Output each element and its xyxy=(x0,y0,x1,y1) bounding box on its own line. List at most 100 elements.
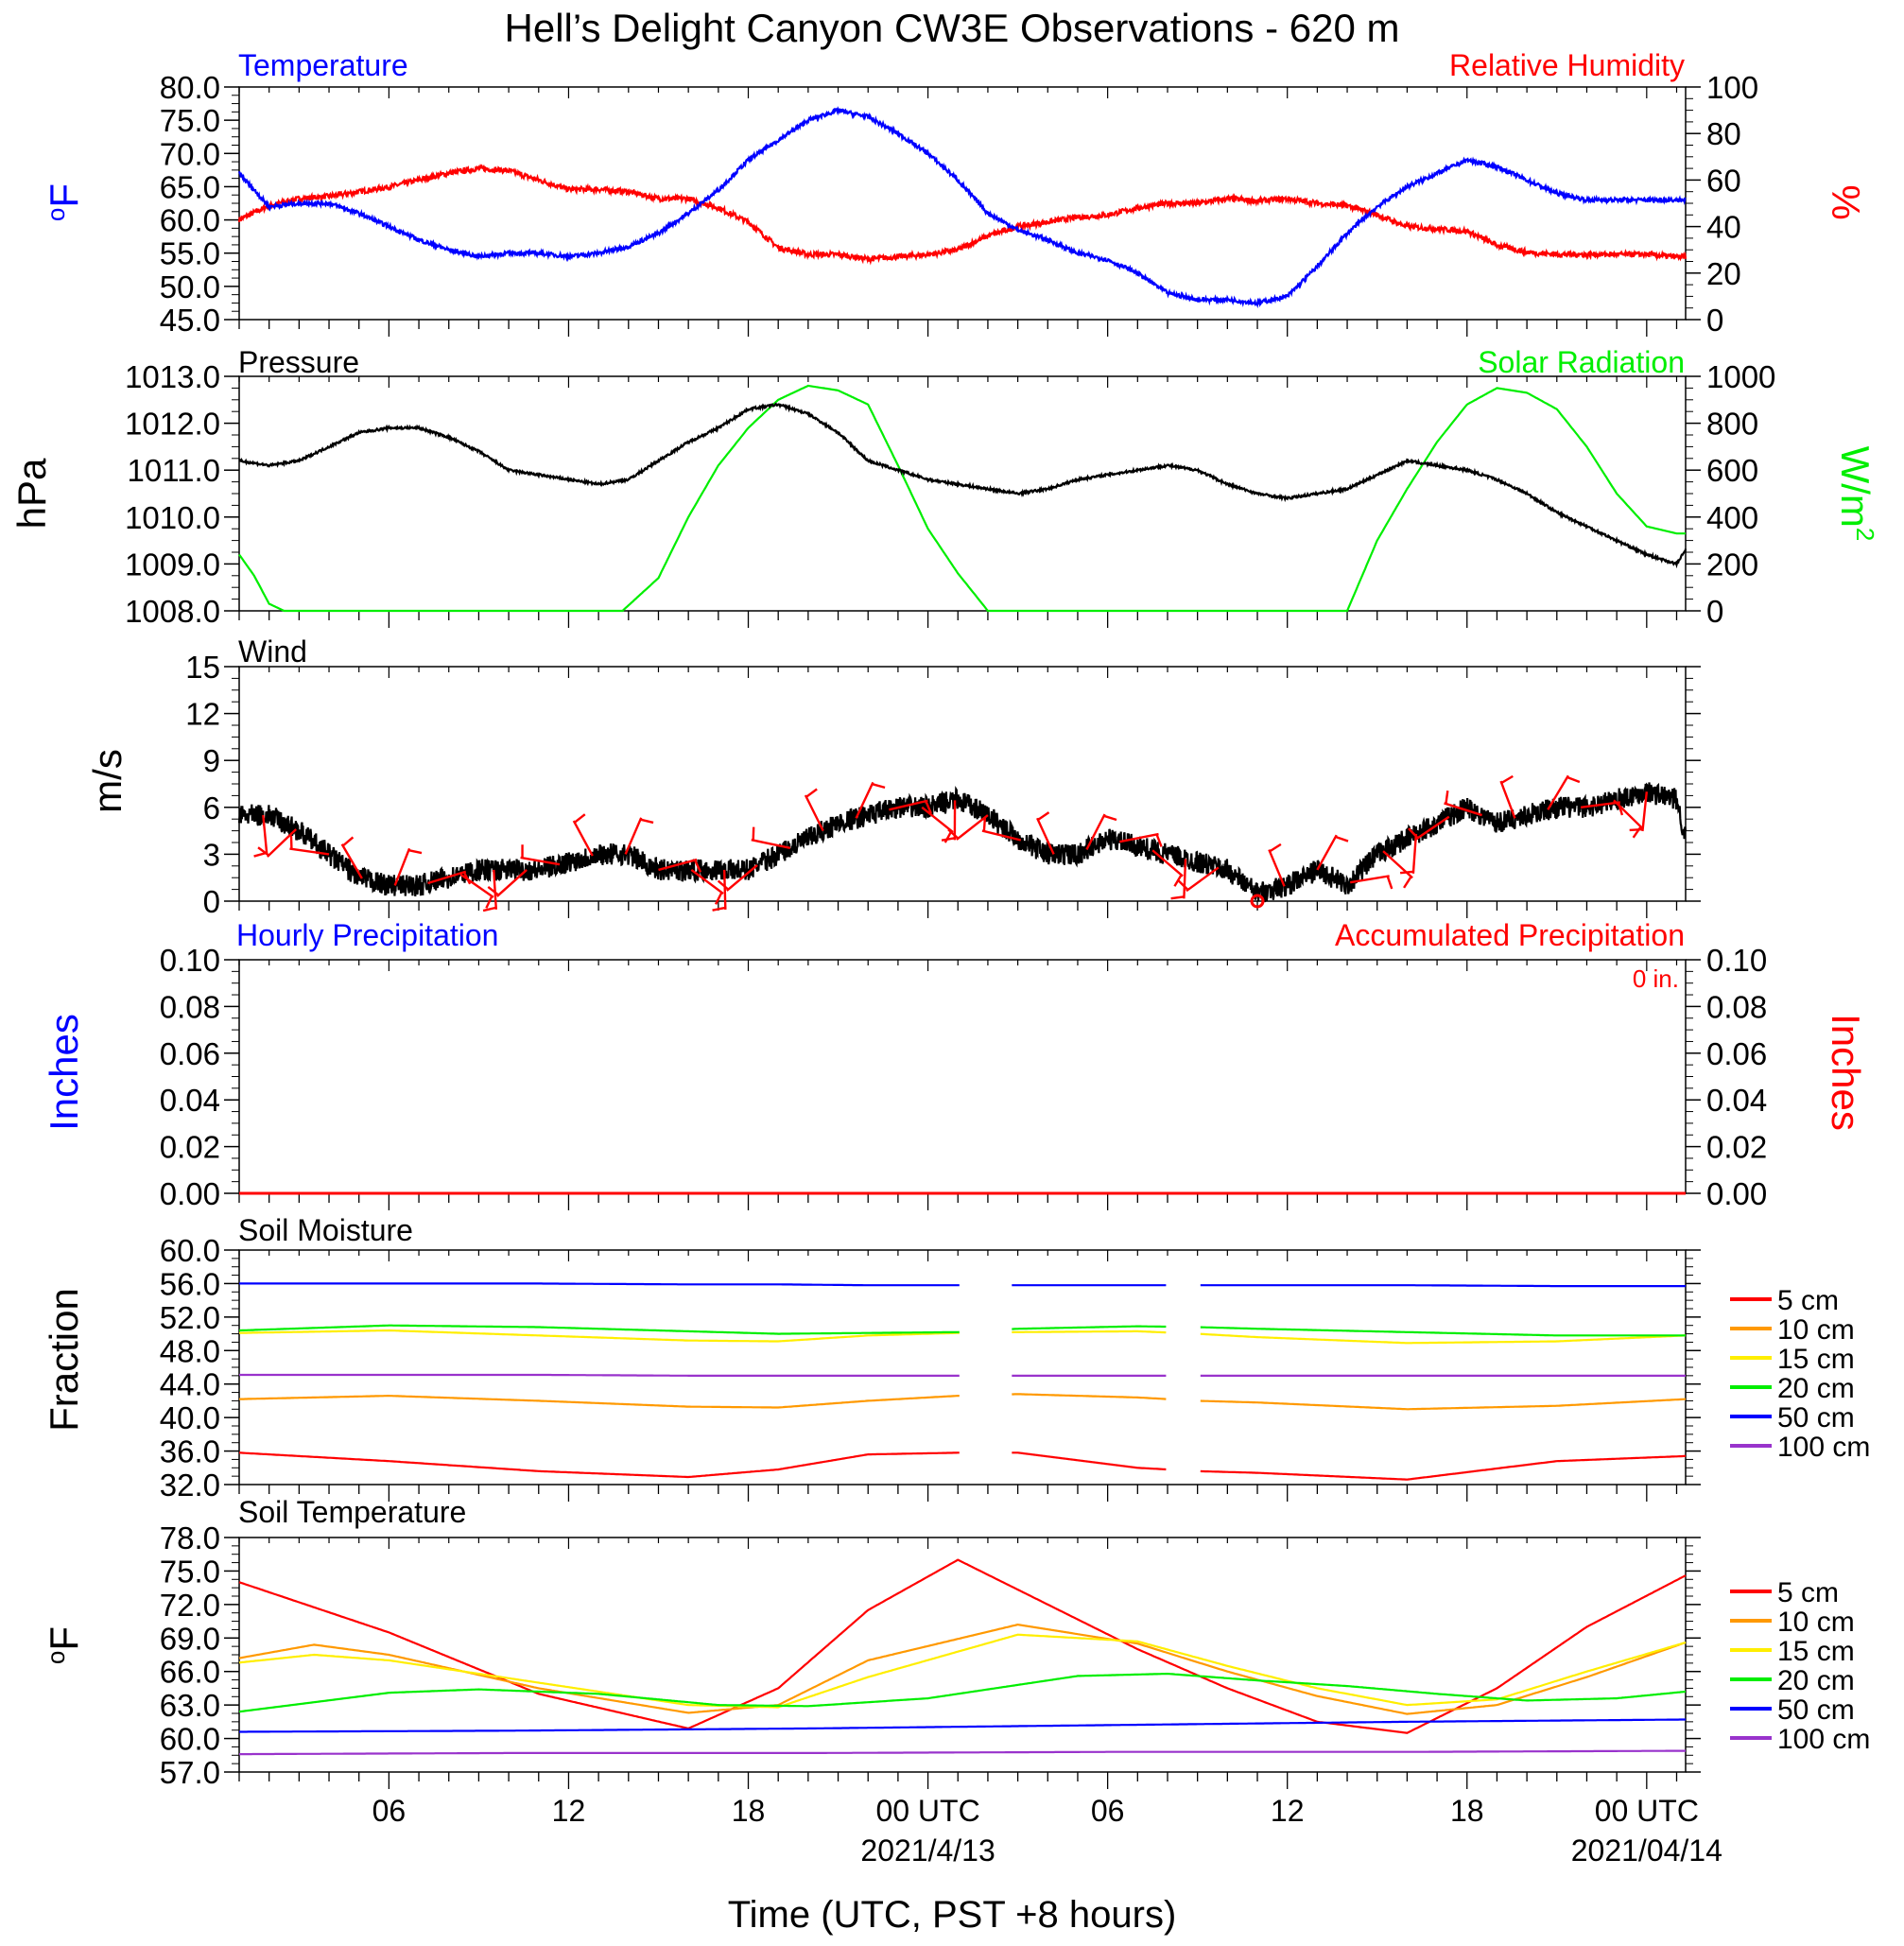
soil-temperature-line xyxy=(238,1673,1687,1713)
wind-barb xyxy=(855,781,874,819)
soil-moisture-line xyxy=(239,1324,1686,1337)
temperature-humidity-panel: Temperature Relative Humidity oF % xyxy=(42,48,1868,221)
accum-precip-total: 0 in. xyxy=(1633,964,1679,993)
temperature-panel-title: Temperature xyxy=(238,48,408,82)
wind-barb-flag xyxy=(257,846,269,857)
precipitation-panel: Hourly Precipitation Accumulated Precipi… xyxy=(42,918,1868,1131)
wind-barb-flag xyxy=(712,906,726,912)
soil-temperature-legend-label: 5 cm xyxy=(1777,1577,1839,1608)
date-label: 2021/04/14 xyxy=(1571,1833,1722,1868)
wind-barb-flag xyxy=(714,892,723,905)
wind-barb xyxy=(921,806,954,833)
wind-barb-flag xyxy=(1445,791,1449,805)
wind-barb-flag xyxy=(574,813,586,824)
precip-ytick-label: 0.02 xyxy=(160,1130,220,1165)
soil-moisture-line xyxy=(238,1451,1686,1481)
pressure-ytick-label: 1012.0 xyxy=(125,407,220,442)
wind-speed-line xyxy=(237,782,1688,903)
temp-ytick-label: 50.0 xyxy=(160,269,220,304)
pressure-ytick-label: 1010.0 xyxy=(125,500,220,535)
time-tick-label: 18 xyxy=(732,1794,766,1828)
wind-barb-flag xyxy=(1155,833,1163,847)
wind-barb-flag xyxy=(341,836,355,847)
precip-rtick-label: 0.10 xyxy=(1706,943,1767,978)
soil-moisture-panel: Soil Moisture Fraction xyxy=(42,1213,413,1432)
wind-barb-flag xyxy=(1408,827,1419,840)
temperature-line xyxy=(237,106,1687,309)
wind-ytick-label: 6 xyxy=(203,791,220,825)
wind-barb xyxy=(289,847,330,856)
wind-barb xyxy=(1547,774,1569,810)
precip-rtick-label: 0.04 xyxy=(1706,1083,1767,1118)
soil-moisture-legend-label: 15 cm xyxy=(1777,1344,1855,1375)
soil-temperature-line xyxy=(239,1749,1686,1756)
wind-panel-title: Wind xyxy=(238,634,307,669)
solar-radiation-line xyxy=(238,384,1686,613)
temp-rtick-label: 0 xyxy=(1706,303,1723,338)
time-tick-label: 12 xyxy=(552,1794,586,1828)
soil-moisture-ytick-label: 44.0 xyxy=(160,1367,220,1402)
wind-ytick-label: 9 xyxy=(203,743,220,778)
wind-barb xyxy=(1268,849,1286,887)
precip-ytick-label: 0.08 xyxy=(160,989,220,1024)
soil-temperature-ytick-label: 57.0 xyxy=(160,1755,220,1790)
wind-barb-flag xyxy=(717,879,730,891)
time-tick-label: 12 xyxy=(1271,1794,1305,1828)
soil-temperature-legend-label: 20 cm xyxy=(1777,1665,1855,1696)
wind-barb xyxy=(459,873,494,898)
precip-ytick-label: 0.10 xyxy=(160,943,220,978)
wind-barb xyxy=(262,814,268,855)
accum-precip-title: Accumulated Precipitation xyxy=(1335,918,1685,952)
soil-moisture-line xyxy=(239,1282,1686,1288)
soil-temperature-legend-label: 100 cm xyxy=(1777,1724,1870,1755)
soil-temperature-panel: Soil Temperature oF xyxy=(42,1495,466,1664)
wind-barb-flag xyxy=(941,837,956,842)
soil-temperature-line xyxy=(238,1558,1687,1734)
x-axis-title: Time (UTC, PST +8 hours) xyxy=(728,1894,1177,1936)
temp-ytick-label: 55.0 xyxy=(160,236,220,271)
pressure-ytick-label: 1009.0 xyxy=(125,547,220,582)
wind-barb-flag xyxy=(1403,876,1412,889)
wind-barb xyxy=(1186,866,1220,893)
wind-barb xyxy=(340,843,363,879)
soil-temperature-legend-label: 50 cm xyxy=(1777,1694,1855,1726)
soil-temperature-legend-label: 15 cm xyxy=(1777,1636,1855,1667)
temp-rtick-label: 100 xyxy=(1706,70,1758,105)
wind-barb-flag xyxy=(947,828,960,840)
wind-barb xyxy=(1641,791,1649,832)
wind-barb xyxy=(1085,813,1106,850)
wind-barb-flag xyxy=(640,818,654,825)
pressure-solar-panel: Pressure Solar Radiation hPa W/m2 xyxy=(9,345,1879,541)
wind-barb xyxy=(572,820,594,857)
wind-ytick-label: 3 xyxy=(203,837,220,872)
wind-barb xyxy=(1036,817,1055,855)
wind-barb xyxy=(1382,850,1413,879)
pressure-rtick-label: 0 xyxy=(1706,594,1723,629)
wind-barb xyxy=(266,828,298,858)
time-tick-label: 18 xyxy=(1450,1794,1484,1828)
wind-ytick-label: 12 xyxy=(185,697,220,732)
wind-barb-flag xyxy=(487,885,500,896)
pressure-ytick-label: 1013.0 xyxy=(125,359,220,394)
wind-barb-flag xyxy=(805,788,818,798)
temp-rtick-label: 60 xyxy=(1706,163,1741,198)
pressure-rtick-label: 600 xyxy=(1706,453,1758,488)
pressure-ytick-label: 1008.0 xyxy=(125,594,220,629)
wind-barb xyxy=(889,799,928,811)
wind-barb xyxy=(1613,799,1643,829)
pressure-line xyxy=(238,402,1688,569)
pressure-panel-title: Pressure xyxy=(238,345,359,379)
date-label: 2021/4/13 xyxy=(860,1833,995,1868)
temp-ytick-label: 80.0 xyxy=(160,70,220,105)
wind-barb xyxy=(495,869,528,897)
soil-temperature-ytick-label: 69.0 xyxy=(160,1621,220,1656)
soil-moisture-unit-label: Fraction xyxy=(42,1288,86,1432)
wind-barb xyxy=(1350,875,1390,884)
pressure-ytick-label: 1011.0 xyxy=(128,453,220,488)
wind-barb xyxy=(804,794,824,832)
soil-moisture-line xyxy=(239,1373,1686,1377)
soil-moisture-ytick-label: 60.0 xyxy=(160,1233,220,1268)
wind-ytick-label: 0 xyxy=(203,884,220,919)
soil-temperature-ytick-label: 66.0 xyxy=(160,1655,220,1690)
wind-barb xyxy=(493,869,498,910)
